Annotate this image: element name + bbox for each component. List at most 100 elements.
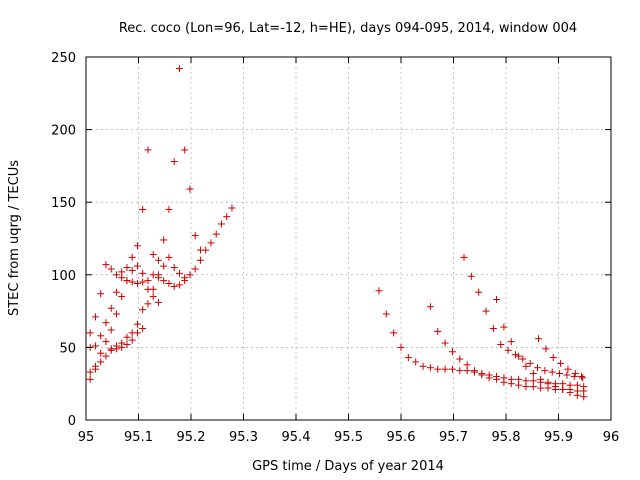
- data-point: [139, 306, 147, 314]
- data-points: [86, 65, 588, 401]
- data-point: [571, 370, 579, 378]
- data-point: [493, 375, 501, 383]
- data-point: [500, 323, 508, 331]
- data-point: [97, 332, 105, 340]
- x-tick-label: 95: [78, 430, 95, 445]
- data-point: [515, 352, 523, 360]
- y-tick-label: 0: [68, 414, 76, 429]
- data-point: [139, 269, 147, 277]
- data-point: [382, 310, 390, 318]
- data-point: [489, 325, 497, 333]
- data-point: [91, 365, 99, 373]
- data-point: [504, 346, 512, 354]
- x-tick-label: 95.6: [387, 430, 416, 445]
- data-point: [434, 365, 442, 373]
- data-point: [181, 277, 189, 285]
- data-point: [170, 158, 178, 166]
- data-point: [441, 365, 449, 373]
- data-point: [426, 364, 434, 372]
- data-point: [397, 343, 405, 351]
- data-point: [375, 287, 383, 295]
- data-point: [404, 354, 412, 362]
- data-point: [86, 368, 94, 376]
- data-point: [482, 307, 490, 315]
- data-point: [107, 265, 115, 273]
- data-point: [186, 185, 194, 193]
- data-point: [128, 329, 136, 337]
- data-point: [578, 372, 586, 380]
- data-point: [112, 342, 120, 350]
- data-point: [118, 268, 126, 276]
- data-point: [542, 345, 550, 353]
- data-point: [570, 372, 578, 380]
- data-point: [128, 278, 136, 286]
- data-point: [97, 349, 105, 357]
- axis-ticks: [85, 56, 612, 421]
- data-point: [112, 271, 120, 279]
- data-point: [139, 205, 147, 213]
- data-point: [207, 239, 215, 247]
- data-point: [144, 146, 152, 154]
- data-point: [535, 335, 543, 343]
- data-point: [133, 320, 141, 328]
- data-point: [456, 355, 464, 363]
- data-point: [419, 362, 427, 370]
- data-point: [102, 261, 110, 269]
- data-point: [107, 326, 115, 334]
- x-axis-label: GPS time / Days of year 2014: [252, 459, 444, 474]
- data-point: [471, 367, 478, 375]
- data-point: [102, 352, 110, 360]
- x-tick-label: 95.1: [124, 430, 153, 445]
- data-point: [460, 253, 468, 261]
- data-point: [563, 371, 571, 379]
- data-point: [97, 358, 105, 366]
- x-tick-label: 95.8: [492, 430, 521, 445]
- data-point: [529, 383, 537, 391]
- data-point: [175, 65, 183, 73]
- x-tick-label: 95.5: [334, 430, 363, 445]
- data-point: [149, 250, 157, 258]
- data-point: [515, 381, 523, 389]
- data-point: [186, 271, 194, 279]
- data-point: [112, 310, 120, 318]
- data-point: [139, 278, 147, 286]
- chart-title: Rec. coco (Lon=96, Lat=-12, h=HE), days …: [119, 21, 577, 36]
- x-tick-label: 95.3: [229, 430, 258, 445]
- data-point: [412, 358, 420, 366]
- data-point: [118, 293, 126, 301]
- data-point: [128, 253, 136, 261]
- data-point: [175, 281, 183, 289]
- x-tick-label: 95.9: [544, 430, 573, 445]
- data-point: [91, 342, 99, 350]
- data-point: [133, 242, 141, 250]
- y-tick-label: 150: [51, 196, 76, 211]
- data-point: [128, 266, 136, 274]
- data-point: [426, 303, 434, 311]
- data-point: [191, 232, 199, 240]
- data-point: [170, 282, 178, 290]
- data-point: [123, 340, 131, 348]
- data-point: [519, 355, 527, 363]
- data-point: [133, 280, 141, 288]
- data-point: [434, 327, 442, 335]
- data-point: [522, 362, 530, 370]
- data-point: [165, 280, 173, 288]
- data-point: [175, 269, 183, 277]
- data-point: [441, 339, 449, 347]
- data-point: [537, 384, 545, 392]
- data-point: [448, 365, 456, 373]
- data-point: [123, 277, 131, 285]
- y-axis-label: STEC from uqrg / TECUs: [7, 160, 22, 316]
- data-point: [128, 336, 136, 344]
- grid: [86, 57, 611, 420]
- data-point: [529, 370, 537, 378]
- data-point: [181, 146, 189, 154]
- y-tick-labels: 0 50 100 150 200 250: [51, 51, 76, 429]
- data-point: [541, 367, 549, 375]
- y-tick-label: 50: [59, 341, 76, 356]
- data-point: [118, 339, 126, 347]
- data-point: [228, 204, 236, 212]
- y-tick-label: 100: [51, 269, 76, 284]
- data-point: [123, 333, 131, 341]
